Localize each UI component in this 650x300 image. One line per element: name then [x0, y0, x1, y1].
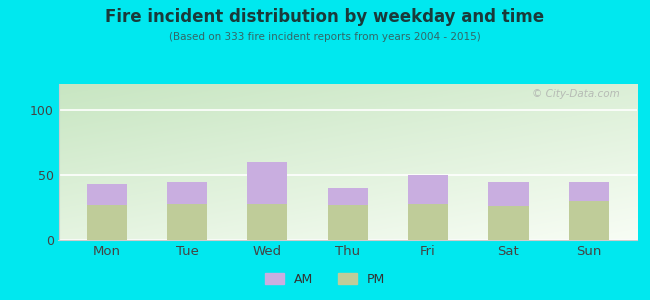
Bar — [328, 188, 368, 205]
Bar — [488, 206, 528, 240]
Bar — [408, 204, 448, 240]
Bar — [86, 184, 127, 205]
Bar — [488, 182, 528, 206]
Bar — [247, 162, 287, 204]
Bar — [86, 205, 127, 240]
Legend: AM, PM: AM, PM — [260, 268, 390, 291]
Bar — [167, 182, 207, 204]
Bar — [569, 182, 609, 201]
Bar — [569, 201, 609, 240]
Bar — [167, 204, 207, 240]
Text: © City-Data.com: © City-Data.com — [532, 89, 619, 99]
Text: Fire incident distribution by weekday and time: Fire incident distribution by weekday an… — [105, 8, 545, 26]
Bar — [328, 205, 368, 240]
Bar — [408, 175, 448, 204]
Text: (Based on 333 fire incident reports from years 2004 - 2015): (Based on 333 fire incident reports from… — [169, 32, 481, 41]
Bar — [247, 204, 287, 240]
